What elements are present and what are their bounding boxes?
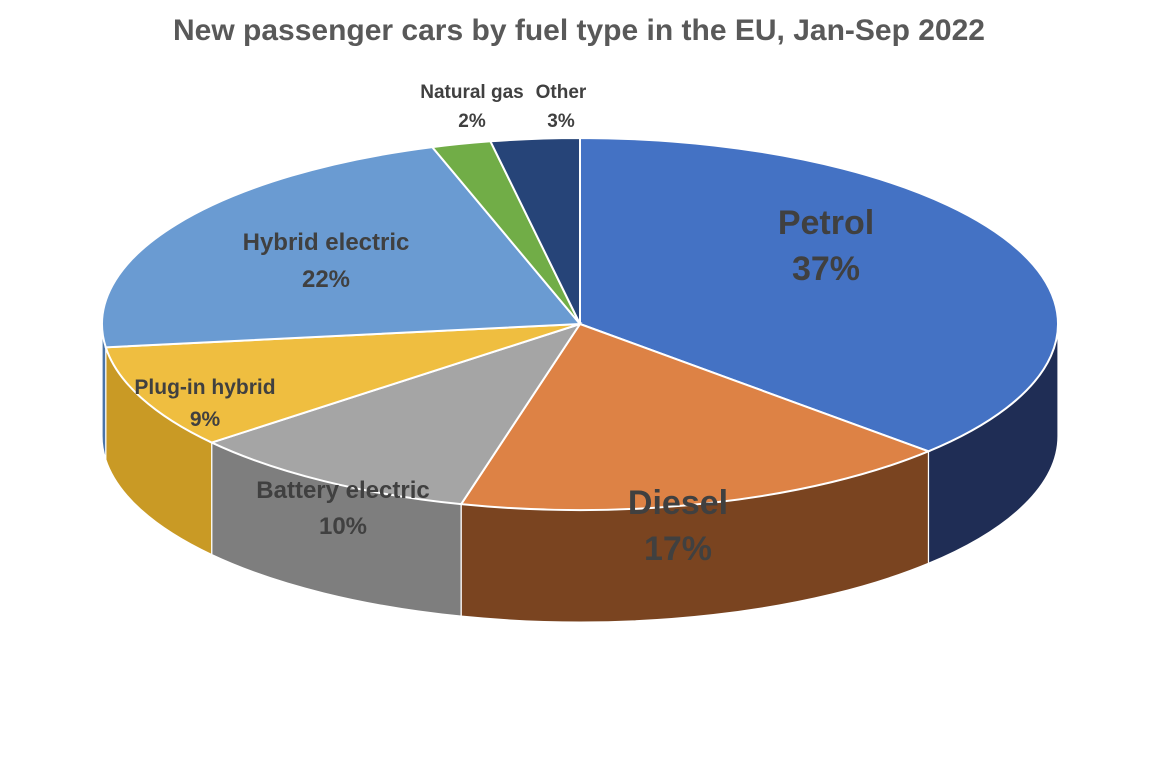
value-battery-electric: 10% — [319, 513, 367, 540]
slice-labels: Petrol 37% Diesel 17% Battery electric 10% Plu… — [134, 82, 874, 568]
value-petrol: 37% — [792, 250, 860, 288]
label-plug-in-hybrid: Plug-in hybrid — [134, 376, 275, 399]
value-other: 3% — [547, 111, 575, 132]
slice-plug-in-hybrid — [104, 323, 581, 444]
value-diesel: 17% — [644, 530, 712, 568]
slice-hybrid-electric — [101, 146, 583, 349]
slice-petrol — [579, 136, 1059, 453]
pie-sides — [101, 323, 1059, 623]
slice-battery-electric — [208, 322, 583, 506]
label-battery-electric: Battery electric — [256, 477, 429, 504]
label-hybrid-electric: Hybrid electric — [243, 229, 410, 256]
value-hybrid-electric: 22% — [302, 266, 350, 293]
pie-top — [101, 136, 1059, 511]
value-plug-in-hybrid: 9% — [190, 408, 221, 431]
label-natural-gas: Natural gas — [420, 82, 523, 103]
label-other: Other — [536, 82, 587, 103]
value-natural-gas: 2% — [458, 111, 486, 132]
slice-diesel — [459, 322, 932, 511]
label-diesel: Diesel — [628, 484, 728, 522]
label-petrol: Petrol — [778, 204, 874, 242]
chart-title: New passenger cars by fuel type in the E… — [173, 14, 985, 47]
slice-other — [488, 136, 581, 325]
